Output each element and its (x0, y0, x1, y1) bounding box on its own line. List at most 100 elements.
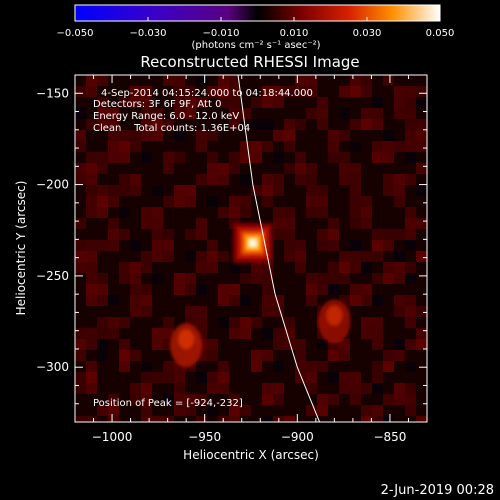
texture-cell (75, 328, 86, 339)
texture-cell (196, 75, 207, 86)
texture-cell (317, 284, 328, 295)
texture-cell (174, 108, 185, 119)
texture-cell (394, 185, 405, 196)
texture-cell (306, 163, 317, 174)
colorbar-tick-label: 0.010 (280, 28, 309, 39)
texture-cell (372, 251, 383, 262)
texture-cell (251, 152, 262, 163)
texture-cell (97, 328, 108, 339)
texture-cell (251, 141, 262, 152)
texture-cell (295, 339, 306, 350)
texture-cell (284, 416, 295, 422)
texture-cell (97, 119, 108, 130)
texture-cell (339, 350, 350, 361)
texture-cell (218, 75, 229, 86)
texture-cell (185, 306, 196, 317)
texture-cell (130, 284, 141, 295)
texture-cell (119, 141, 130, 152)
plot-frame (74, 74, 428, 423)
texture-cell (350, 86, 361, 97)
texture-cell (295, 86, 306, 97)
texture-cell (416, 339, 427, 350)
texture-cell (141, 86, 152, 97)
texture-cell (185, 108, 196, 119)
texture-cell (152, 130, 163, 141)
texture-cell (174, 273, 185, 284)
texture-cell (361, 405, 372, 416)
texture-cell (350, 394, 361, 405)
texture-cell (218, 317, 229, 328)
texture-cell (306, 86, 317, 97)
texture-cell (108, 130, 119, 141)
texture-cell (152, 416, 163, 422)
texture-cell (339, 130, 350, 141)
texture-cell (251, 185, 262, 196)
texture-cell (174, 152, 185, 163)
texture-cell (383, 130, 394, 141)
texture-cell (350, 284, 361, 295)
texture-cell (218, 174, 229, 185)
info-time-range: 4-Sep-2014 04:15:24.000 to 04:18:44.000 (101, 88, 313, 99)
texture-cell (119, 130, 130, 141)
texture-cell (86, 119, 97, 130)
texture-cell (119, 229, 130, 240)
texture-cell (240, 108, 251, 119)
texture-cell (339, 108, 350, 119)
y-tick-label: −150 (36, 86, 69, 100)
texture-cell (163, 317, 174, 328)
texture-cell (262, 284, 273, 295)
texture-cell (405, 405, 416, 416)
texture-cell (394, 229, 405, 240)
texture-cell (372, 295, 383, 306)
texture-cell (295, 240, 306, 251)
texture-cell (141, 251, 152, 262)
texture-cell (383, 262, 394, 273)
texture-cell (273, 394, 284, 405)
texture-cell (262, 174, 273, 185)
texture-cell (372, 405, 383, 416)
texture-cell (75, 383, 86, 394)
texture-cell (130, 240, 141, 251)
texture-cell (262, 119, 273, 130)
peak-position-label: Position of Peak = [-924,-232] (93, 398, 243, 409)
texture-cell (405, 361, 416, 372)
texture-cell (284, 317, 295, 328)
texture-cell (394, 339, 405, 350)
texture-cell (163, 372, 174, 383)
texture-cell (306, 383, 317, 394)
y-axis: −150 −200 −250 −300 (36, 74, 427, 405)
texture-cell (185, 196, 196, 207)
texture-cell (207, 152, 218, 163)
texture-cell (295, 350, 306, 361)
texture-cell (306, 405, 317, 416)
texture-cell (86, 152, 97, 163)
texture-cell (405, 262, 416, 273)
texture-cell (163, 119, 174, 130)
texture-cell (262, 262, 273, 273)
texture-cell (262, 141, 273, 152)
texture-cell (130, 295, 141, 306)
texture-cell (108, 141, 119, 152)
texture-cell (416, 130, 427, 141)
texture-cell (207, 262, 218, 273)
texture-cell (317, 207, 328, 218)
texture-cell (328, 284, 339, 295)
texture-cell (196, 317, 207, 328)
texture-cell (130, 97, 141, 108)
texture-cell (317, 339, 328, 350)
texture-cell (251, 262, 262, 273)
texture-cell (273, 229, 284, 240)
texture-cell (262, 196, 273, 207)
texture-cell (196, 174, 207, 185)
texture-cell (361, 86, 372, 97)
texture-cell (207, 86, 218, 97)
texture-cell (97, 339, 108, 350)
texture-cell (152, 119, 163, 130)
texture-cell (394, 350, 405, 361)
texture-cell (86, 416, 97, 422)
texture-cell (174, 196, 185, 207)
texture-cell (339, 339, 350, 350)
texture-cell (416, 416, 427, 422)
texture-cell (97, 75, 108, 86)
texture-cell (185, 185, 196, 196)
